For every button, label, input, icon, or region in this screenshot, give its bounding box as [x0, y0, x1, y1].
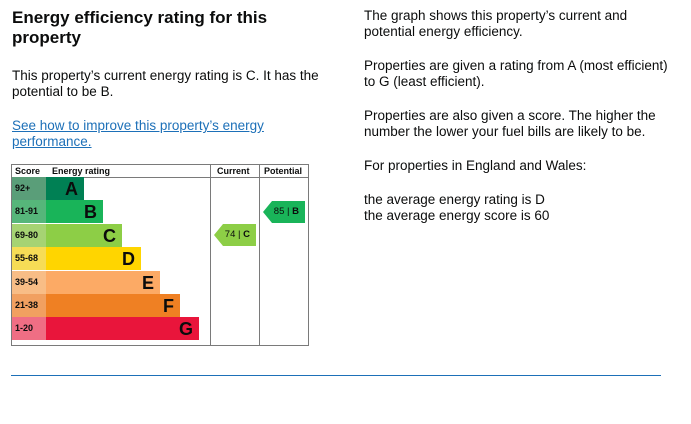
band-letter-e: E	[141, 272, 154, 293]
left-column: Energy efficiency rating for this proper…	[12, 8, 332, 150]
potential-rating-arrow: 85 | B	[263, 200, 305, 223]
band-score-c: 69-80	[12, 223, 46, 247]
band-score-d: 55-68	[12, 247, 46, 271]
section-divider	[11, 375, 661, 376]
band-letter-a: A	[65, 179, 78, 199]
band-score-a: 92+	[12, 177, 46, 200]
current-rating-arrow-label: 74 | C	[224, 229, 250, 241]
header-current: Current	[217, 166, 250, 176]
band-score-e: 39-54	[12, 270, 46, 294]
average-rating: the average energy rating is D	[364, 192, 545, 207]
band-bar-c: C	[46, 223, 122, 247]
band-bar-a: A	[46, 177, 84, 200]
band-bar-b: B	[46, 200, 103, 224]
header-energy-rating: Energy rating	[52, 166, 111, 176]
header-potential: Potential	[264, 166, 303, 176]
band-letter-d: D	[122, 249, 135, 270]
band-bar-d: D	[46, 247, 141, 271]
score-explanation: Properties are also given a score. The h…	[364, 108, 656, 139]
column-divider-current	[210, 165, 211, 345]
band-letter-g: G	[178, 319, 193, 340]
column-divider-potential	[259, 165, 260, 345]
header-score: Score	[15, 166, 41, 176]
improve-energy-link[interactable]: See how to improve this property’s energ…	[12, 118, 264, 149]
potential-rating-arrow-label: 85 | B	[273, 205, 299, 217]
band-letter-f: F	[163, 296, 174, 316]
band-bar-g: G	[46, 317, 199, 341]
band-letter-b: B	[84, 202, 97, 223]
band-score-f: 21-38	[12, 294, 46, 317]
graph-explanation: The graph shows this property’s current …	[364, 8, 628, 39]
rating-explanation: Properties are given a rating from A (mo…	[364, 58, 668, 89]
right-column: The graph shows this property’s current …	[364, 8, 674, 224]
band-bar-f: F	[46, 294, 180, 317]
average-score: the average energy score is 60	[364, 208, 550, 223]
header-divider	[12, 177, 308, 178]
band-bar-e: E	[46, 270, 160, 294]
current-rating-arrow: 74 | C	[214, 224, 256, 247]
page-title: Energy efficiency rating for this proper…	[12, 8, 268, 47]
band-letter-c: C	[103, 225, 116, 246]
energy-rating-chart: Score Energy rating Current Potential 92…	[11, 164, 309, 346]
band-score-b: 81-91	[12, 200, 46, 224]
band-score-g: 1-20	[12, 317, 46, 341]
region-note: For properties in England and Wales:	[364, 158, 587, 173]
current-rating-text: This property’s current energy rating is…	[12, 68, 319, 99]
